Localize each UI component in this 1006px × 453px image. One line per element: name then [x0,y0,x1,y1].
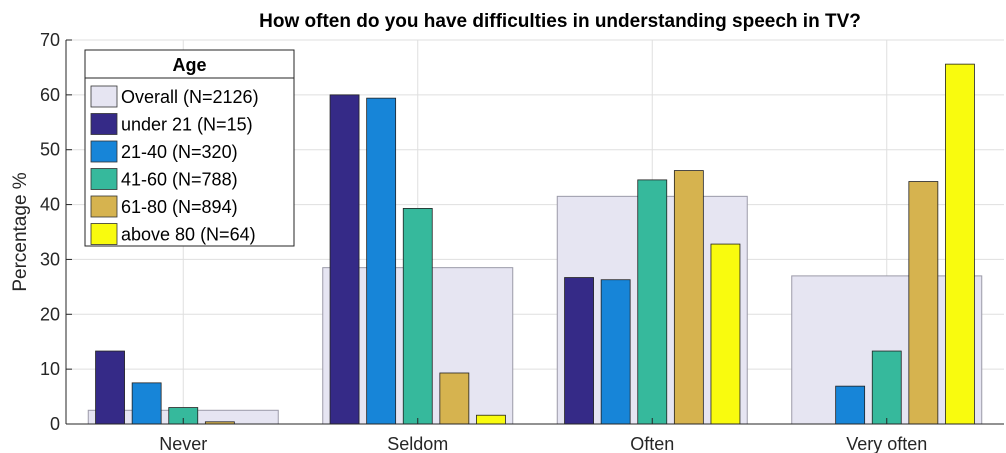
legend-entry-label: above 80 (N=64) [121,225,256,245]
series-bar [835,385,866,425]
legend-title: Age [172,55,206,75]
legend-swatch [90,140,118,163]
series-bar [673,170,704,425]
legend-entry-label: 61-80 (N=894) [121,197,238,217]
series-bar [637,179,668,425]
series-bar [945,63,975,425]
y-axis-label: Percentage % [10,172,31,291]
series-bar [908,181,939,425]
y-tick-label: 20 [40,304,60,324]
x-tick-label: Very often [846,434,927,453]
y-tick-label: 0 [50,414,60,434]
series-bar [710,243,741,425]
series-bar [329,94,360,425]
series-bar [402,208,433,425]
y-tick-label: 70 [40,30,60,50]
legend-entry-label: under 21 (N=15) [121,115,253,135]
y-tick-label: 40 [40,195,60,215]
series-bars [95,63,975,425]
legend-swatch [90,85,118,108]
series-bar [476,414,506,425]
y-tick-label: 30 [40,249,60,269]
series-bar [366,97,397,425]
y-tick-label: 50 [40,140,60,160]
series-bar [600,279,631,425]
chart-title: How often do you have difficulties in un… [259,11,861,32]
x-tick-label: Never [159,434,207,453]
legend-swatch [90,168,118,190]
legend-entry-label: 21-40 (N=320) [121,142,238,162]
legend-entry-label: Overall (N=2126) [121,87,259,107]
series-bar [439,372,470,425]
axes: 0 10 20 30 40 50 60 70 Never Seldom Often Very ofte… [40,30,1004,453]
legend-swatch [90,195,118,218]
series-bar [95,350,125,425]
x-tick-label: Often [630,434,674,453]
legend-entry-label: 41-60 (N=788) [121,170,238,190]
x-tick-label: Seldom [387,434,448,453]
legend-swatch [90,113,118,135]
legend-swatch [90,223,118,245]
legend: Age Overall (N=2126) under 21 (N=15) 21-40 … [84,49,295,247]
y-tick-label: 60 [40,85,60,105]
legend-box [84,49,295,247]
series-bar [131,382,162,425]
series-bar [871,350,902,425]
y-tick-label: 10 [40,359,60,379]
series-bar [564,277,594,425]
